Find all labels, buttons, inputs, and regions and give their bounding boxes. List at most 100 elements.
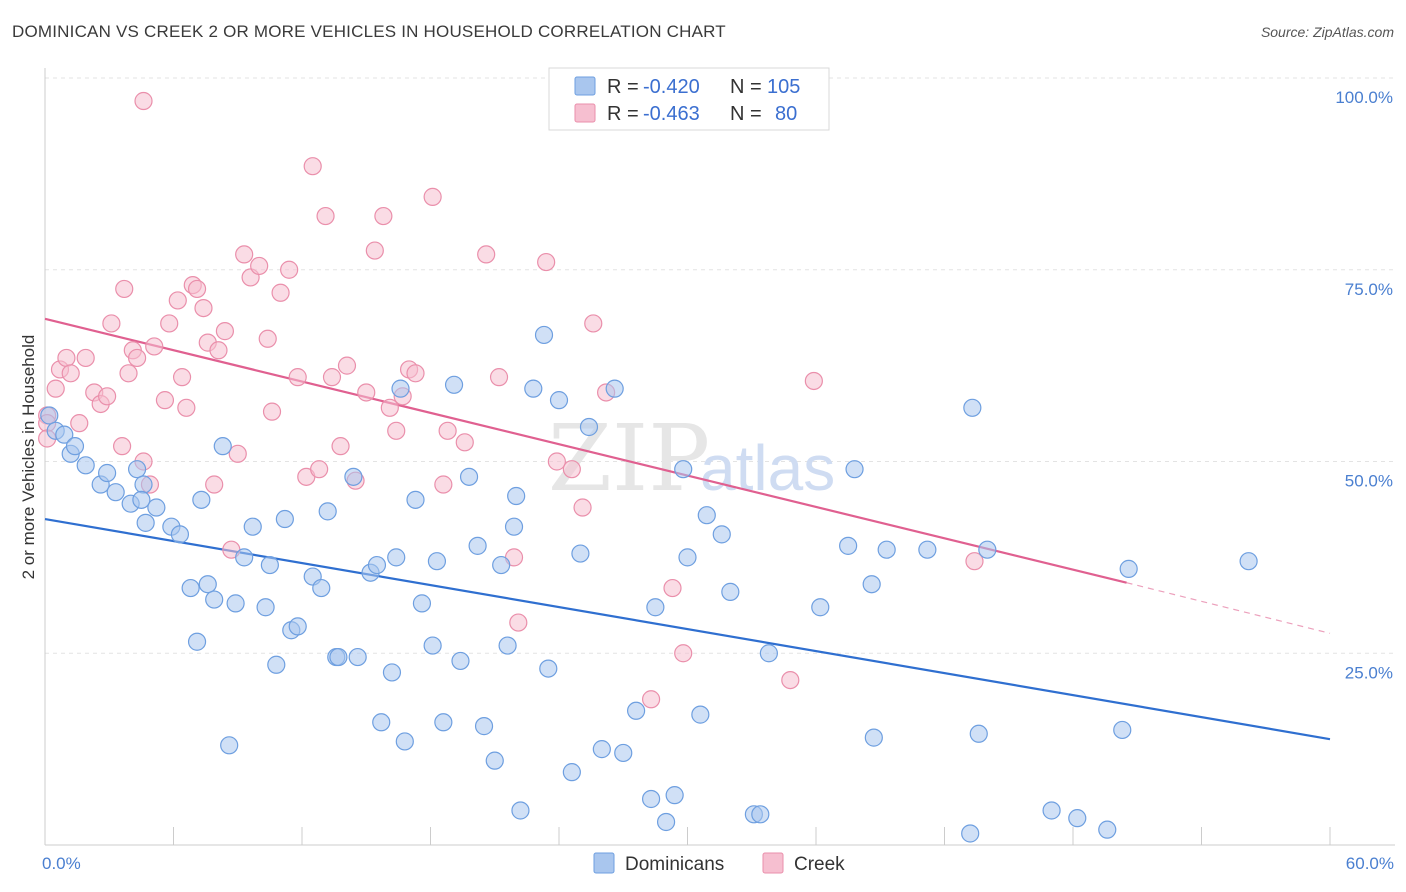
watermark-atlas: atlas bbox=[700, 432, 835, 504]
dominicans-point bbox=[243, 517, 262, 536]
creek-point bbox=[663, 578, 682, 598]
y-tick-label: 50.0% bbox=[1345, 472, 1393, 491]
dominicans-point bbox=[468, 536, 487, 555]
legend: R = -0.420 N = 105 R = -0.463 N = 80 bbox=[548, 67, 830, 131]
dominicans-point bbox=[646, 598, 665, 617]
dominicans-point bbox=[485, 751, 504, 770]
y-tick-label: 100.0% bbox=[1335, 88, 1393, 107]
dominicans-point bbox=[524, 379, 543, 398]
creek-point bbox=[331, 437, 350, 456]
dominicans-point bbox=[267, 655, 286, 674]
creek-point bbox=[547, 452, 566, 471]
creek-point bbox=[406, 364, 425, 383]
creek-point bbox=[434, 475, 453, 494]
creek-point bbox=[168, 291, 187, 310]
creek-point bbox=[209, 341, 228, 360]
creek-point bbox=[228, 444, 247, 463]
creek-point bbox=[61, 364, 80, 383]
creek-point bbox=[380, 398, 399, 417]
dominicans-point bbox=[498, 636, 517, 655]
creek-point bbox=[280, 260, 299, 279]
creek-trend-line-extension bbox=[1126, 582, 1331, 634]
creek-point bbox=[205, 475, 224, 494]
bottom-legend-swatch-dominicans bbox=[593, 852, 615, 874]
legend-swatch-dominicans bbox=[574, 76, 596, 96]
creek-point bbox=[102, 314, 121, 333]
dominicans-point bbox=[691, 705, 710, 724]
dominicans-point bbox=[132, 490, 151, 509]
dominicans-point bbox=[288, 617, 307, 636]
dominicans-point bbox=[275, 509, 294, 529]
dominicans-point bbox=[562, 763, 581, 782]
dominicans-point bbox=[969, 724, 988, 743]
dominicans-point bbox=[444, 375, 464, 394]
y-axis-title: 2 or more Vehicles in Household bbox=[19, 335, 38, 580]
creek-point bbox=[423, 187, 442, 206]
creek-point bbox=[258, 329, 277, 348]
dominicans-point bbox=[504, 517, 524, 536]
dominicans-point bbox=[492, 555, 511, 575]
dominicans-point bbox=[423, 636, 442, 655]
dominicans-point bbox=[592, 740, 611, 759]
bottom-legend-swatch-creek bbox=[762, 852, 784, 874]
dominicans-point bbox=[963, 398, 982, 417]
dominicans-point bbox=[579, 417, 599, 437]
creek-point bbox=[310, 460, 329, 479]
legend-r-label-1: R = bbox=[607, 76, 639, 98]
dominicans-point bbox=[187, 632, 207, 651]
dominicans-point bbox=[534, 325, 554, 345]
creek-point bbox=[965, 552, 984, 571]
trend-lines bbox=[44, 317, 1331, 741]
creek-trend-line bbox=[44, 317, 1127, 584]
dominicans-point bbox=[641, 789, 661, 809]
creek-point bbox=[187, 279, 207, 299]
creek-point bbox=[387, 421, 406, 440]
dominicans-point bbox=[372, 713, 391, 732]
dominicans-point bbox=[1042, 801, 1061, 820]
creek-point bbox=[194, 299, 213, 318]
dominicans-point bbox=[549, 391, 569, 410]
dominicans-point bbox=[845, 460, 864, 479]
dominicans-point bbox=[1239, 552, 1258, 571]
dominicans-point bbox=[170, 525, 190, 544]
dominicans-point bbox=[678, 548, 697, 567]
creek-point bbox=[509, 613, 528, 632]
dominicans-point bbox=[213, 437, 232, 456]
dominicans-point bbox=[181, 578, 200, 598]
dominicans-point bbox=[205, 590, 224, 609]
dominicans-point bbox=[918, 540, 937, 559]
y-tick-labels: 25.0% 50.0% 75.0% 100.0% bbox=[1335, 88, 1393, 682]
x-tick-max: 60.0% bbox=[1346, 854, 1394, 873]
legend-r-value-1: -0.420 bbox=[643, 76, 700, 98]
creek-point bbox=[235, 245, 254, 264]
legend-n-label-2: N = bbox=[730, 103, 762, 125]
dominicans-point bbox=[571, 544, 590, 563]
creek-point bbox=[215, 322, 234, 341]
creek-point bbox=[271, 283, 290, 302]
data-points bbox=[38, 91, 1258, 843]
dominicans-point bbox=[65, 437, 85, 456]
watermark-zip: ZIP bbox=[548, 405, 710, 512]
creek-point bbox=[303, 157, 322, 176]
creek-point bbox=[674, 644, 693, 663]
dominicans-point bbox=[862, 575, 881, 594]
dominicans-point bbox=[697, 506, 716, 525]
dominicans-point bbox=[721, 582, 740, 601]
dominicans-point bbox=[136, 513, 155, 532]
creek-point bbox=[119, 364, 138, 383]
dominicans-point bbox=[98, 463, 117, 483]
dominicans-point bbox=[474, 717, 494, 736]
dominicans-point bbox=[511, 801, 530, 820]
dominicans-point bbox=[395, 732, 414, 751]
creek-point bbox=[57, 348, 76, 368]
legend-swatch-creek bbox=[574, 103, 596, 123]
creek-point bbox=[804, 371, 823, 391]
bottom-legend: Dominicans Creek bbox=[593, 852, 845, 875]
creek-point bbox=[781, 670, 800, 690]
dominicans-point bbox=[759, 644, 778, 663]
bottom-legend-dominicans: Dominicans bbox=[625, 854, 724, 875]
creek-point bbox=[160, 314, 179, 333]
dominicans-point bbox=[1119, 559, 1138, 578]
creek-point bbox=[641, 690, 661, 709]
y-tick-label: 25.0% bbox=[1345, 663, 1393, 682]
